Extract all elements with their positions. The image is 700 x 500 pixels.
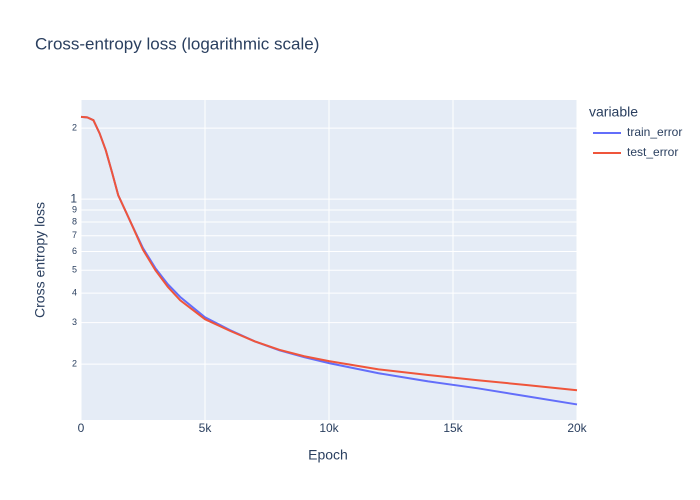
- x-tick-label: 20k: [567, 421, 587, 435]
- chart-title: Cross-entropy loss (logarithmic scale): [35, 34, 319, 53]
- x-tick-label: 0: [78, 421, 85, 435]
- x-axis-title: Epoch: [308, 447, 348, 463]
- x-tick-label: 15k: [443, 421, 463, 435]
- y-axis-title: Cross entropy loss: [32, 202, 48, 318]
- line-series: [80, 115, 578, 392]
- x-tick-label: 10k: [319, 421, 339, 435]
- y-tick-label: 6: [72, 246, 77, 256]
- y-tick-label: 7: [72, 230, 77, 240]
- y-tick-label: 5: [72, 265, 77, 275]
- y-tick-label: 8: [72, 216, 77, 226]
- legend-title: variable: [589, 104, 638, 120]
- x-tick-label: 5k: [199, 421, 213, 435]
- y-tick-label: 4: [72, 287, 77, 297]
- y-tick-label: 9: [72, 204, 77, 214]
- y-tick-label: 3: [72, 317, 77, 327]
- y-tick-label: 2: [72, 122, 77, 132]
- y-tick-label: 2: [72, 359, 77, 369]
- legend-label: train_error: [627, 125, 682, 139]
- legend-label: test_error: [627, 145, 678, 159]
- y-tick-label: 1: [70, 191, 77, 205]
